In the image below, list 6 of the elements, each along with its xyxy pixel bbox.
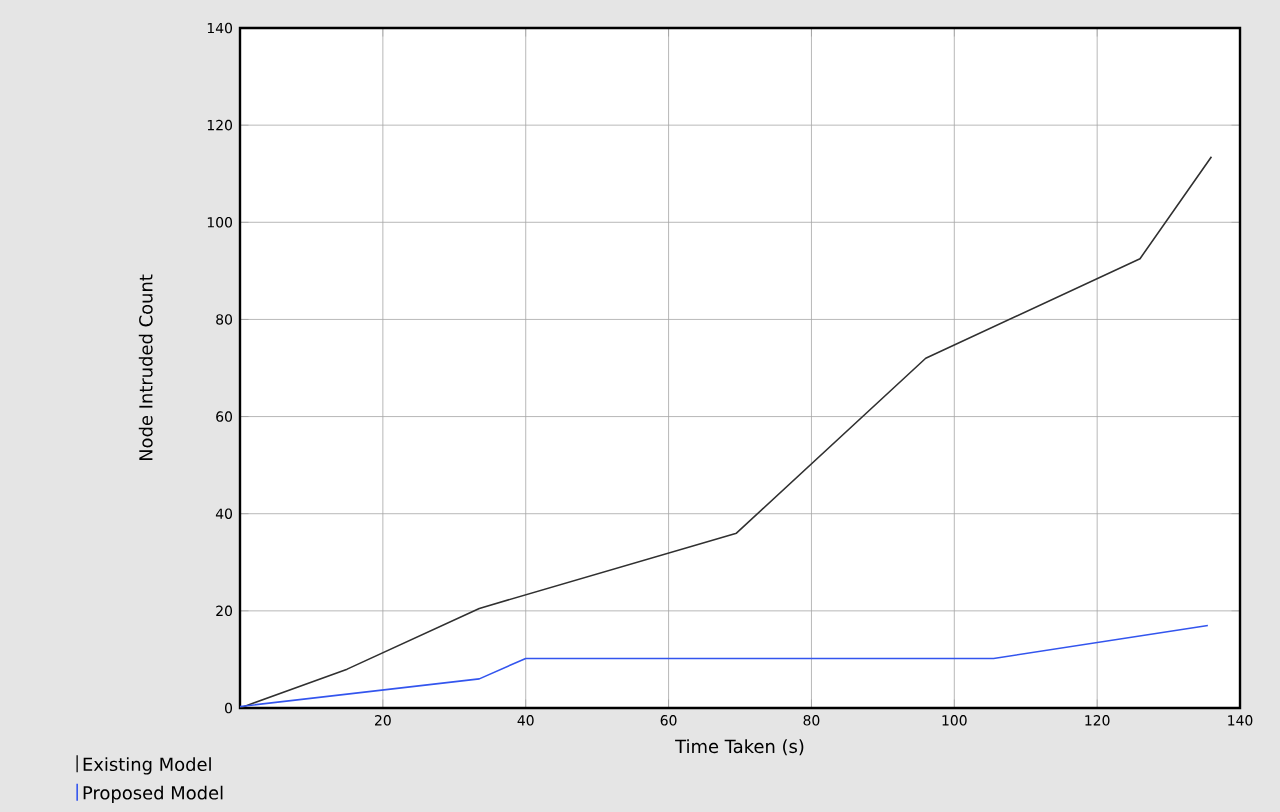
- line-series: [240, 155, 1213, 708]
- x-axis-title: Time Taken (s): [675, 739, 804, 756]
- line-series: [240, 624, 1209, 708]
- y-axis-title: Node Intruded Count: [138, 274, 153, 461]
- legend-label: Proposed Model: [83, 785, 223, 804]
- legend-label: Existing Model: [83, 757, 211, 775]
